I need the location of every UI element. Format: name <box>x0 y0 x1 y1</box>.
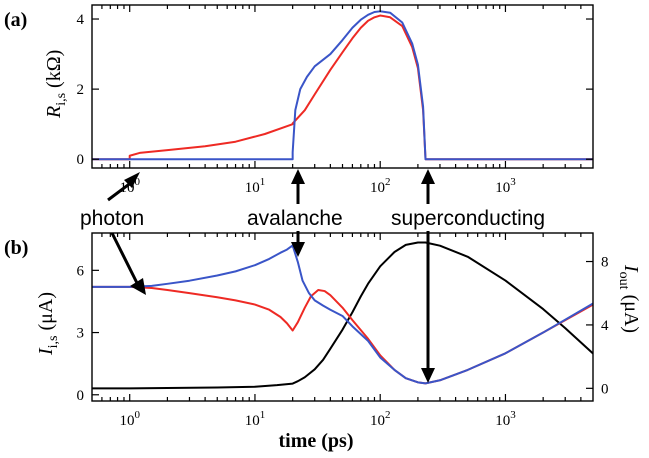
panel-a-ylabel: Ri,s(kΩ) <box>43 50 69 119</box>
panel-b-series-0-line <box>92 285 593 385</box>
panel-a-ytick-label-0: 0 <box>77 152 85 168</box>
photon-arrowhead-down <box>130 278 146 295</box>
panel-b-y2label: Iout(μA) <box>616 264 642 333</box>
photon-arrow-up <box>107 180 133 202</box>
panel-a-xtick-label-1: 101 <box>245 176 266 196</box>
panel-b-ytick-label-0: 0 <box>77 388 85 404</box>
panel-b-series-1-line <box>92 244 593 385</box>
panel-a-frame <box>91 4 594 169</box>
panel-b-y2tick-label-0: 0 <box>601 381 609 397</box>
panel-b-xtick-label-3: 103 <box>495 409 516 429</box>
panel-a-series-0-line <box>92 14 593 161</box>
panel-a-series-1-line <box>92 10 593 161</box>
avalanche-arrowhead-up <box>291 169 305 184</box>
panel-b-ytick-label-2: 6 <box>77 263 85 279</box>
panel-b-xtick-label-2: 102 <box>370 409 391 429</box>
annotations: photon avalanche superconducting <box>80 169 545 383</box>
panel-b-label: (b) <box>4 237 28 259</box>
panel-a-xtick-label-3: 103 <box>495 176 516 196</box>
panel-b-y2tick-label-1: 4 <box>601 318 609 334</box>
panel-b-xtick-label-1: 101 <box>245 409 266 429</box>
panel-b-series-2-line <box>92 241 593 390</box>
annotation-photon: photon <box>80 207 144 230</box>
panel-b-y2tick-label-2: 8 <box>601 255 609 271</box>
annotation-superconducting: superconducting <box>391 207 545 230</box>
photon-arrow-down <box>110 232 139 284</box>
panel-b-xtick-label-0: 100 <box>119 409 140 429</box>
x-axis-label: time (ps) <box>279 430 354 452</box>
panel-a-ytick-label-2: 4 <box>77 12 85 28</box>
superconducting-arrowhead-up <box>421 169 435 184</box>
avalanche-arrowhead-down <box>291 242 305 257</box>
superconducting-arrowhead-down <box>421 368 435 383</box>
panel-b: (b) 100 101 102 103 0 3 6 0 4 8 Ii,s(μA) Iout(μA)… <box>4 232 642 452</box>
photon-arrowhead-up <box>124 172 140 188</box>
panel-a-label: (a) <box>4 9 27 31</box>
panel-a-ytick-label-1: 2 <box>77 82 85 98</box>
panel-b-ytick-label-1: 3 <box>77 326 85 342</box>
annotation-avalanche: avalanche <box>247 207 343 230</box>
panel-b-ylabel: Ii,s(μA) <box>35 292 61 356</box>
panel-a-xtick-label-2: 102 <box>370 176 391 196</box>
